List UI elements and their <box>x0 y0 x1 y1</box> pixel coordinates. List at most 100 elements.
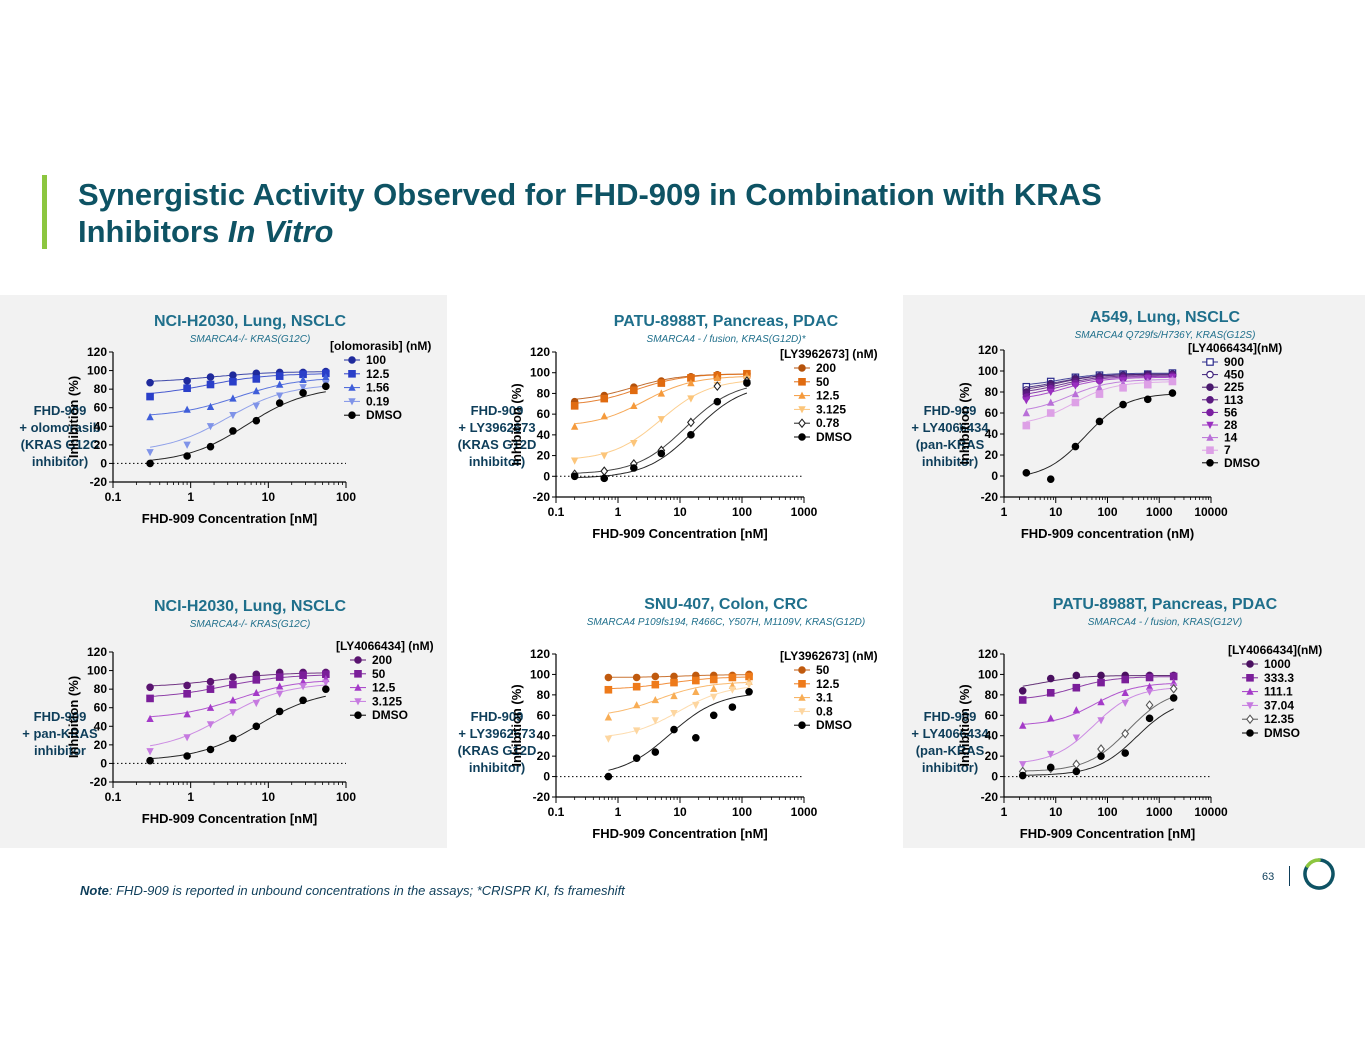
data-point <box>1047 388 1055 396</box>
data-point <box>146 748 154 756</box>
data-point <box>632 673 641 682</box>
y-tick-label: 40 <box>985 427 999 441</box>
fit-curve <box>1022 687 1174 763</box>
chart-subtitle-5: SMARCA4 P109fs194, R466C, Y507H, M1109V,… <box>586 617 866 628</box>
legend-entry: 50 <box>372 667 386 681</box>
data-point <box>710 693 718 701</box>
fit-curve <box>574 392 748 479</box>
chart-title-1: NCI-H2030, Lung, NSCLC <box>153 313 346 330</box>
y-tick-label: 0 <box>991 469 998 483</box>
data-point <box>632 682 641 691</box>
y-tick-label: 100 <box>978 667 998 681</box>
y-tick-label: 100 <box>530 667 550 681</box>
legend-title: [LY4066434] (nM) <box>336 639 434 653</box>
legend-entry: 0.8 <box>816 704 833 718</box>
fit-curve <box>608 676 750 690</box>
data-point <box>570 422 579 430</box>
data-point <box>570 457 579 465</box>
legend-marker <box>1206 433 1214 441</box>
y-tick-label: 80 <box>537 386 551 400</box>
series-12.35 <box>1018 683 1178 777</box>
y-tick-label: 120 <box>530 345 550 359</box>
chart-subtitle-4: SMARCA4-/- KRAS(G12C) <box>189 619 311 630</box>
legend-marker <box>354 670 362 678</box>
y-tick-label: 60 <box>537 407 551 421</box>
data-point <box>709 675 718 684</box>
data-point <box>630 401 638 410</box>
data-point <box>710 684 718 692</box>
data-point <box>146 459 154 468</box>
legend-entry: 0.78 <box>816 416 840 430</box>
fit-curve <box>608 687 750 737</box>
treatment-label-line: FHD-909 <box>470 403 524 418</box>
data-point <box>743 379 751 387</box>
y-tick-label: 100 <box>87 664 107 678</box>
legend-marker <box>1206 446 1214 455</box>
data-point <box>1072 759 1081 770</box>
data-point <box>1119 400 1127 409</box>
data-point <box>1019 721 1027 729</box>
data-point <box>206 380 215 389</box>
legend-marker <box>798 364 806 372</box>
x-tick-label: 100 <box>1097 805 1117 819</box>
legend-entry: DMSO <box>1224 456 1260 470</box>
y-tick-label: 60 <box>985 406 999 420</box>
data-point <box>1047 398 1055 406</box>
legend-entry: 200 <box>816 361 836 375</box>
data-point <box>713 381 722 392</box>
data-point <box>229 411 237 420</box>
data-point <box>1046 475 1055 483</box>
legend-marker <box>1206 421 1214 429</box>
legend-marker <box>798 693 806 701</box>
data-point <box>206 677 215 686</box>
data-point <box>1145 673 1154 682</box>
y-tick-label: -20 <box>533 490 551 504</box>
fit-curve <box>150 391 326 461</box>
data-point <box>604 713 613 721</box>
y-tick-label: 40 <box>985 729 999 743</box>
data-point <box>1018 686 1027 695</box>
data-point <box>600 474 609 483</box>
treatment-label-line: FHD-909 <box>33 709 87 724</box>
data-point <box>651 672 660 681</box>
series-12.5 <box>604 672 753 694</box>
data-point <box>1097 744 1105 754</box>
data-point <box>183 689 191 698</box>
title-line-1: Synergistic Activity Observed for FHD-90… <box>78 177 1102 212</box>
data-point <box>728 703 737 711</box>
data-point <box>713 373 722 382</box>
y-tick-label: 80 <box>985 688 999 702</box>
y-tick-label: 80 <box>94 382 108 396</box>
data-point <box>322 373 330 381</box>
legend-marker <box>354 683 362 691</box>
data-point <box>299 683 307 691</box>
data-point <box>206 745 215 754</box>
data-point <box>229 709 237 717</box>
data-point <box>651 680 660 689</box>
y-tick-label: 120 <box>978 343 998 357</box>
legend-entry: 3.125 <box>372 694 402 708</box>
data-point <box>1095 383 1104 391</box>
y-tick-label: 0 <box>543 770 550 784</box>
data-point <box>632 754 641 762</box>
treatment-label-line: (pan-KRAS <box>915 437 985 452</box>
data-point <box>206 423 215 431</box>
y-tick-label: 20 <box>985 749 999 763</box>
legend-entry: 1.56 <box>366 381 390 395</box>
legend-entry: 50 <box>816 663 830 677</box>
chart-subtitle-2: SMARCA4 - / fusion, KRAS(G12D)* <box>646 334 806 345</box>
fit-curve <box>150 680 326 718</box>
treatment-label-line: inhibitor <box>34 743 86 758</box>
legend-marker <box>1206 459 1214 467</box>
data-point <box>600 412 608 420</box>
treatment-label-line: + LY4066434 <box>911 420 989 435</box>
data-point <box>275 399 284 407</box>
y-axis-label: Inhibition (%) <box>66 376 81 458</box>
data-point <box>206 442 215 451</box>
x-tick-label: 1000 <box>791 805 818 819</box>
y-tick-label: -20 <box>981 490 999 504</box>
series-3.1 <box>604 677 753 721</box>
data-point <box>229 680 237 689</box>
legend-marker <box>1206 408 1214 417</box>
y-tick-label: 0 <box>100 456 107 470</box>
